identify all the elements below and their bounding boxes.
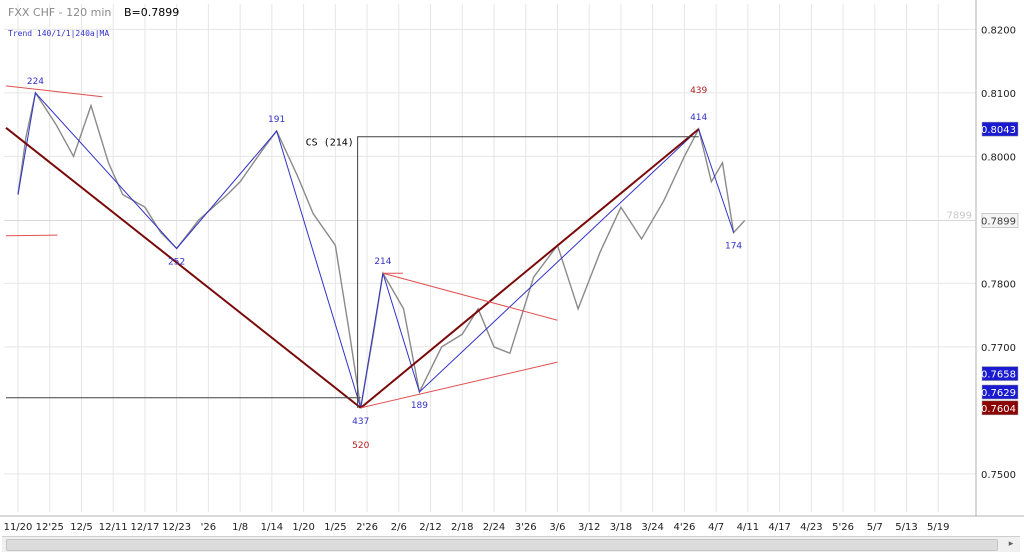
wave-label: 520 [352, 441, 369, 451]
price-tag-label: 0.8043 [981, 125, 1016, 136]
price-tag-label: 0.7658 [981, 370, 1016, 381]
y-tick-label: 0.7500 [981, 470, 1016, 481]
cs-box [357, 136, 699, 408]
y-tick-label: 0.8200 [981, 25, 1016, 36]
wave-label: 224 [27, 77, 44, 87]
x-tick-label: 1/14 [261, 522, 283, 533]
wave-label: 174 [725, 242, 742, 252]
indicator-legend: Trend 140/1/1|240a|MA [8, 29, 109, 38]
x-tick-label: 12/17 [131, 522, 160, 533]
x-tick-label: 5/19 [927, 522, 949, 533]
x-tick-label: 4/11 [737, 522, 759, 533]
price-tag [981, 366, 1019, 381]
y-tick-label: 0.7700 [981, 343, 1016, 354]
symbol-title: FXX CHF - 120 min [8, 6, 111, 19]
x-tick-label: 5/7 [867, 522, 883, 533]
channel-line [5, 234, 58, 237]
wave-label: 191 [268, 115, 285, 125]
wave-label: 214 [374, 257, 391, 267]
x-tick-label: 4/17 [768, 522, 790, 533]
price-series [17, 91, 746, 408]
x-tick-label: 2/18 [451, 522, 473, 533]
x-tick-label: 11/20 [4, 522, 33, 533]
last-price-readout: B=0.7899 [124, 6, 179, 19]
wave-label: 439 [690, 86, 707, 96]
wave-label: 189 [411, 401, 428, 411]
wave-labels: CS (214) 224 252 191 437 520 214 189 414 439 174 [27, 77, 743, 451]
time-axis[interactable]: 11/20 12'25 12/5 12/11 12/17 12/23 '26 1/8 1/14 1… [4, 522, 950, 533]
x-tick-label: 1/25 [324, 522, 346, 533]
price-tag [981, 384, 1019, 400]
x-tick-label: 12'25 [36, 522, 64, 533]
x-tick-label: 3'26 [515, 522, 537, 533]
x-tick-label: 3/24 [641, 522, 663, 533]
trendline-up [360, 128, 700, 409]
x-tick-label: '26 [201, 522, 216, 533]
y-tick-label: 0.8100 [981, 89, 1016, 100]
y-tick-label: 0.7800 [981, 279, 1016, 290]
x-tick-label: 3/18 [610, 522, 632, 533]
x-tick-label: 3/12 [578, 522, 600, 533]
x-tick-label: 12/5 [70, 522, 92, 533]
x-tick-label: 5/13 [895, 522, 917, 533]
drawing-tools [5, 85, 735, 409]
scroll-right-arrow-icon[interactable]: ▸ [1008, 539, 1014, 549]
grid: 7899 [0, 0, 1024, 517]
price-line [17, 91, 746, 408]
x-tick-label: 5'26 [832, 522, 854, 533]
wave-label: 414 [690, 113, 707, 123]
x-tick-label: 4'26 [673, 522, 695, 533]
last-price-line-label: 7899 [947, 211, 972, 222]
channel-line [360, 361, 558, 409]
cs-annotation: CS (214) [306, 138, 354, 149]
price-tag [981, 121, 1019, 137]
price-tag-label: 0.7629 [981, 388, 1016, 399]
x-tick-label: 4/23 [800, 522, 822, 533]
price-tag [981, 213, 1019, 228]
x-tick-label: 3/6 [549, 522, 565, 533]
wave-label: 437 [352, 417, 369, 427]
trendline-down [5, 127, 362, 409]
x-tick-label: 2/12 [419, 522, 441, 533]
x-tick-label: 4/7 [708, 522, 724, 533]
x-tick-label: 1/20 [292, 522, 314, 533]
price-tag-label: 0.7899 [981, 217, 1016, 228]
x-tick-label: 2'26 [356, 522, 378, 533]
y-tick-label: 0.8000 [981, 152, 1016, 163]
price-axis[interactable]: 0.8200 0.8100 0.8000 0.7800 0.7700 0.7500 0.80… [981, 25, 1019, 481]
x-tick-label: 2/6 [391, 522, 407, 533]
channel-line [5, 85, 103, 98]
horizontal-scrollbar[interactable]: ▸ [2, 536, 1020, 552]
channel-line [382, 272, 558, 321]
price-tag [981, 400, 1019, 416]
x-tick-label: 12/23 [162, 522, 191, 533]
x-tick-label: 1/8 [232, 522, 248, 533]
x-tick-label: 12/11 [99, 522, 128, 533]
x-tick-label: 2/24 [483, 522, 505, 533]
wave-label: 252 [168, 257, 185, 267]
price-tag-label: 0.7604 [981, 404, 1016, 415]
scrollbar-thumb[interactable] [6, 539, 998, 551]
